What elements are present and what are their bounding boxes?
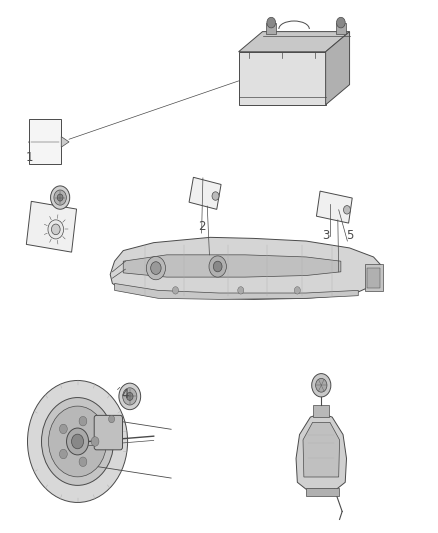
Circle shape <box>123 388 137 405</box>
Circle shape <box>173 287 179 294</box>
Circle shape <box>51 224 60 235</box>
Circle shape <box>91 437 99 446</box>
Circle shape <box>60 449 67 459</box>
Circle shape <box>50 186 70 209</box>
Circle shape <box>343 206 350 214</box>
Circle shape <box>42 398 113 486</box>
Bar <box>266 22 276 34</box>
Circle shape <box>119 383 141 410</box>
Polygon shape <box>325 31 350 105</box>
Circle shape <box>316 378 327 392</box>
Polygon shape <box>123 255 341 277</box>
Circle shape <box>79 416 87 426</box>
Circle shape <box>209 256 226 277</box>
Circle shape <box>336 17 345 28</box>
Circle shape <box>212 192 219 200</box>
Circle shape <box>127 392 133 400</box>
Bar <box>314 406 329 417</box>
Bar <box>28 119 61 165</box>
Polygon shape <box>303 422 339 477</box>
Text: 1: 1 <box>26 151 33 164</box>
Polygon shape <box>239 52 325 105</box>
Text: 5: 5 <box>346 229 353 242</box>
Circle shape <box>71 434 84 449</box>
Text: 3: 3 <box>322 229 329 242</box>
Circle shape <box>109 415 115 423</box>
Circle shape <box>49 406 106 477</box>
Circle shape <box>267 17 276 28</box>
Polygon shape <box>239 31 350 52</box>
Polygon shape <box>115 284 358 300</box>
Circle shape <box>238 287 244 294</box>
Polygon shape <box>316 191 352 223</box>
Text: 2: 2 <box>198 220 205 233</box>
Bar <box>306 488 339 496</box>
Circle shape <box>57 194 63 201</box>
Circle shape <box>213 261 222 272</box>
Bar <box>336 22 346 34</box>
Circle shape <box>79 457 87 466</box>
Circle shape <box>48 220 64 239</box>
Polygon shape <box>189 177 221 209</box>
Circle shape <box>54 190 67 205</box>
Circle shape <box>312 374 331 397</box>
Circle shape <box>67 428 88 455</box>
Circle shape <box>28 381 127 503</box>
Polygon shape <box>110 237 382 300</box>
Polygon shape <box>61 136 69 147</box>
Polygon shape <box>26 201 77 252</box>
Circle shape <box>60 424 67 434</box>
Polygon shape <box>296 414 346 489</box>
Circle shape <box>151 262 161 274</box>
Circle shape <box>294 287 300 294</box>
Bar <box>365 264 383 292</box>
Circle shape <box>146 256 166 280</box>
FancyBboxPatch shape <box>94 415 123 450</box>
Bar <box>367 268 380 288</box>
Text: 4: 4 <box>122 389 129 401</box>
